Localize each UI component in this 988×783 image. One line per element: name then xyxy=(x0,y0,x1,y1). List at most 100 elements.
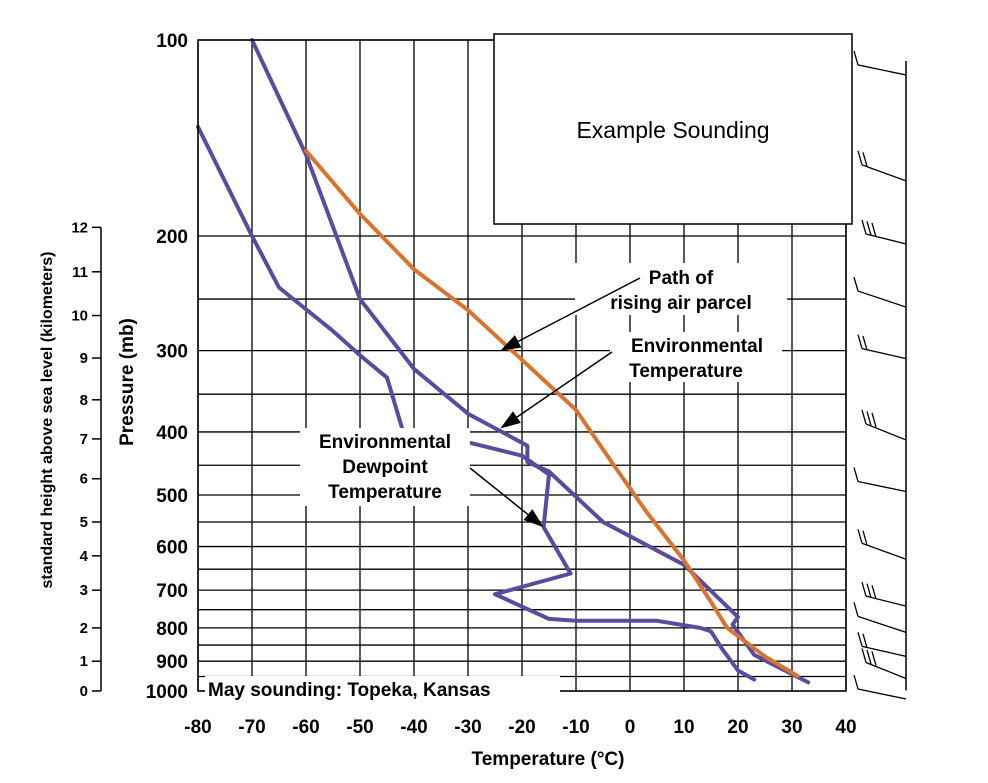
wind-barb-flag xyxy=(857,529,863,544)
x-tick-label: -40 xyxy=(400,717,427,738)
wind-barb-flag xyxy=(862,152,868,167)
height-tick-label: 1 xyxy=(80,653,88,670)
wind-barb-flag xyxy=(853,50,859,66)
arrow-head xyxy=(523,509,544,528)
wind-barb-shaft xyxy=(857,480,907,493)
pressure-tick-label: 1000 xyxy=(146,682,188,703)
x-tick-label: -70 xyxy=(238,717,265,738)
wind-barb-flag xyxy=(861,581,867,597)
wind-barb-flag xyxy=(861,219,867,235)
pressure-tick-label: 900 xyxy=(156,652,188,673)
pressure-tick-label: 300 xyxy=(156,342,188,363)
height-tick-label: 0 xyxy=(80,683,88,700)
pressure-tick-label: 100 xyxy=(156,31,188,52)
title-box xyxy=(493,33,853,225)
chart-title: Example Sounding xyxy=(576,117,769,143)
wind-barb-flag xyxy=(862,335,868,351)
wind-barb-flag xyxy=(862,530,868,545)
arrow-head xyxy=(500,335,522,351)
pressure-tick-label: 200 xyxy=(156,227,188,248)
pressure-tick-label: 600 xyxy=(156,538,188,559)
wind-barb-shaft xyxy=(861,164,907,182)
annotation-box-parcel xyxy=(575,263,787,315)
wind-barb-flag xyxy=(871,651,877,666)
wind-barb-shaft xyxy=(857,688,907,700)
annotation-temp-line1: Environmental xyxy=(631,336,763,357)
wind-barb-flag xyxy=(866,649,872,665)
height-tick-label: 4 xyxy=(80,548,89,565)
wind-barb-shaft xyxy=(857,615,907,633)
annotation-arrows xyxy=(469,277,641,528)
series-layer xyxy=(196,38,811,685)
wind-barb-shaft xyxy=(857,64,907,76)
wind-barb-flag xyxy=(853,602,859,617)
wind-barb-shaft xyxy=(861,542,907,560)
x-tick-label: -30 xyxy=(454,717,481,738)
x-tick-label: 20 xyxy=(727,717,748,738)
x-tick-label: -80 xyxy=(184,717,211,738)
height-tick-label: 3 xyxy=(80,582,88,599)
annotation-parcel-line1: Path of xyxy=(649,268,714,289)
arrow-shaft xyxy=(516,351,613,418)
y2-axis-title: standard height above sea level (kilomet… xyxy=(39,251,56,588)
pressure-tick-label: 400 xyxy=(156,423,188,444)
wind-barb-flag xyxy=(871,584,877,600)
arrow-shaft xyxy=(517,277,641,343)
annotation-dew-line1: Environmental xyxy=(319,432,451,453)
wind-barb-flag xyxy=(853,467,859,482)
wind-barb-flag xyxy=(857,334,863,349)
annotation-box-dewpoint xyxy=(300,428,470,506)
x-tick-labels: -80 -70 -60 -50 -40 -30 -20 -10 0 10 20 30 40 xyxy=(184,717,856,738)
height-tick-label: 12 xyxy=(71,219,88,236)
wind-barb-shaft xyxy=(865,233,907,245)
height-tick-label: 5 xyxy=(80,514,88,531)
x-tick-label: 0 xyxy=(625,717,636,738)
pressure-tick-label: 800 xyxy=(156,619,188,640)
wind-barb-shaft xyxy=(857,290,907,308)
chart-caption: May sounding: Topeka, Kansas xyxy=(208,680,491,701)
wind-barb-flag xyxy=(857,632,863,647)
height-tick-label: 11 xyxy=(72,264,88,281)
x-axis-title: Temperature (°C) xyxy=(472,749,625,770)
pressure-tick-label: 700 xyxy=(156,581,188,602)
wind-barb-shaft xyxy=(865,661,907,680)
pressure-tick-label: 500 xyxy=(156,486,188,507)
height-tick-label: 7 xyxy=(80,431,88,448)
wind-barb-flag xyxy=(871,412,877,428)
wind-barb-shaft xyxy=(861,347,907,360)
annotation-temp-line2: Temperature xyxy=(629,361,743,382)
height-tick-label: 9 xyxy=(80,350,88,367)
x-tick-label: -60 xyxy=(292,717,319,738)
wind-barb-flag xyxy=(853,674,859,690)
wind-barbs xyxy=(853,50,907,700)
wind-barb-flag xyxy=(871,222,877,238)
wind-barb-flag xyxy=(857,150,863,166)
annotation-box-temp xyxy=(610,332,782,382)
wind-barb-flag xyxy=(862,633,868,649)
height-tick-label: 6 xyxy=(80,471,88,488)
x-tick-label: 40 xyxy=(835,717,856,738)
caption-box xyxy=(205,676,560,700)
height-tick-label: 2 xyxy=(80,620,88,637)
x-tick-label: -50 xyxy=(346,717,373,738)
pressure-tick-labels: 100 200 300 400 500 600 700 800 900 1000 xyxy=(146,31,188,703)
annotation-dew-line3: Temperature xyxy=(328,482,442,503)
wind-barb-flag xyxy=(866,221,872,236)
wind-barb-flag xyxy=(861,409,867,425)
wind-barb-flag xyxy=(866,411,872,426)
x-tick-label: -10 xyxy=(562,717,589,738)
annotation-dew-line2: Dewpoint xyxy=(342,457,428,478)
height-tick-label: 8 xyxy=(80,392,88,409)
height-tick-label: 10 xyxy=(71,308,88,325)
x-tick-label: 30 xyxy=(781,717,802,738)
x-tick-label: -20 xyxy=(508,717,535,738)
wind-barb-flag xyxy=(853,276,859,292)
wind-barb-shaft xyxy=(865,423,907,441)
series-line-2 xyxy=(304,148,800,678)
wind-barb-shaft xyxy=(861,645,907,657)
wind-barb-shaft xyxy=(865,595,907,607)
wind-barb-flag xyxy=(861,648,867,663)
arrow-shaft xyxy=(469,467,529,516)
